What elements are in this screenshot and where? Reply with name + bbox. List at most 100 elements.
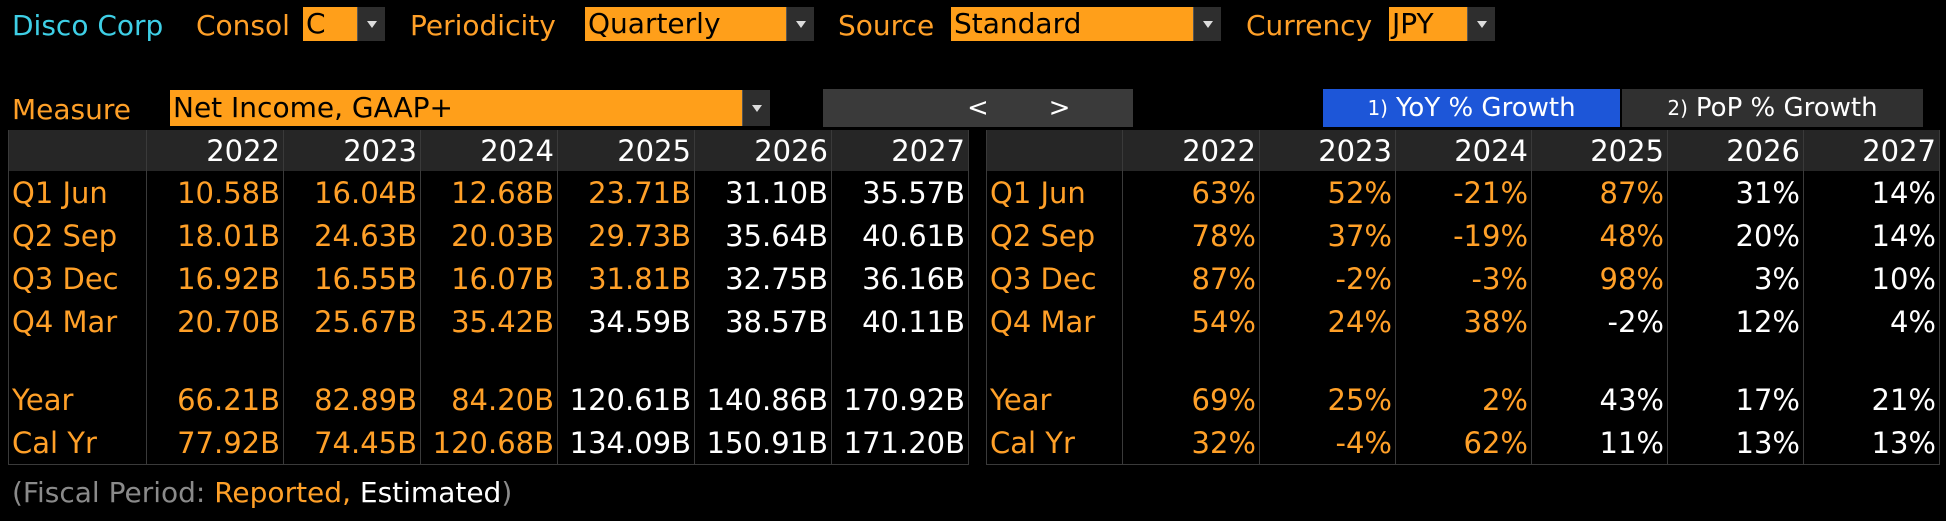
value-cell[interactable]: 35.42B: [420, 300, 558, 343]
consol-field[interactable]: C: [303, 7, 357, 41]
growth-cell[interactable]: 13%: [1803, 421, 1940, 465]
growth-cell[interactable]: 31%: [1667, 171, 1804, 214]
growth-cell[interactable]: 3%: [1667, 257, 1804, 300]
currency-dropdown-button[interactable]: [1467, 7, 1495, 41]
growth-cell[interactable]: 38%: [1395, 300, 1532, 343]
source-dropdown-button[interactable]: [1193, 7, 1221, 41]
growth-cell[interactable]: 98%: [1531, 257, 1668, 300]
growth-cell[interactable]: -19%: [1395, 214, 1532, 257]
growth-cell[interactable]: 24%: [1259, 300, 1396, 343]
value-cell[interactable]: 16.07B: [420, 257, 558, 300]
tab-pop-growth[interactable]: 2) PoP % Growth: [1622, 89, 1923, 127]
growth-cell[interactable]: 2%: [1395, 378, 1532, 421]
growth-cell[interactable]: 10%: [1803, 257, 1940, 300]
growth-cell[interactable]: 78%: [1122, 214, 1260, 257]
consol-dropdown-button[interactable]: [357, 7, 385, 41]
growth-cell[interactable]: 37%: [1259, 214, 1396, 257]
value-cell[interactable]: 40.61B: [831, 214, 969, 257]
table-row[interactable]: Q4 Mar 54% 24% 38% -2% 12% 4%: [986, 300, 1940, 343]
table-row[interactable]: Q4 Mar 20.70B 25.67B 35.42B 34.59B 38.57…: [8, 300, 969, 343]
value-cell[interactable]: 25.67B: [283, 300, 421, 343]
value-cell[interactable]: 74.45B: [283, 421, 421, 465]
growth-cell[interactable]: 13%: [1667, 421, 1804, 465]
measure-field[interactable]: Net Income, GAAP+: [170, 90, 742, 126]
table-row[interactable]: Q3 Dec 16.92B 16.55B 16.07B 31.81B 32.75…: [8, 257, 969, 300]
consol-label: Consol: [196, 4, 290, 46]
growth-cell[interactable]: 4%: [1803, 300, 1940, 343]
value-cell[interactable]: 31.81B: [557, 257, 695, 300]
value-cell[interactable]: 38.57B: [694, 300, 832, 343]
value-cell[interactable]: 12.68B: [420, 171, 558, 214]
growth-cell[interactable]: -3%: [1395, 257, 1532, 300]
value-cell[interactable]: 16.55B: [283, 257, 421, 300]
growth-cell[interactable]: 12%: [1667, 300, 1804, 343]
growth-cell[interactable]: -2%: [1259, 257, 1396, 300]
growth-cell[interactable]: 17%: [1667, 378, 1804, 421]
table-row[interactable]: Cal Yr 77.92B 74.45B 120.68B 134.09B 150…: [8, 421, 969, 465]
growth-cell[interactable]: 21%: [1803, 378, 1940, 421]
growth-cell[interactable]: 48%: [1531, 214, 1668, 257]
value-cell[interactable]: 134.09B: [557, 421, 695, 465]
value-cell[interactable]: 10.58B: [146, 171, 284, 214]
growth-cell[interactable]: 20%: [1667, 214, 1804, 257]
value-cell[interactable]: 84.20B: [420, 378, 558, 421]
growth-cell[interactable]: 14%: [1803, 171, 1940, 214]
growth-cell[interactable]: 11%: [1531, 421, 1668, 465]
value-cell[interactable]: 150.91B: [694, 421, 832, 465]
value-cell[interactable]: 16.04B: [283, 171, 421, 214]
value-cell[interactable]: 35.64B: [694, 214, 832, 257]
value-cell[interactable]: 23.71B: [557, 171, 695, 214]
value-cell[interactable]: 77.92B: [146, 421, 284, 465]
growth-cell[interactable]: 14%: [1803, 214, 1940, 257]
tab-yoy-growth[interactable]: 1) YoY % Growth: [1323, 89, 1620, 127]
growth-cell[interactable]: 52%: [1259, 171, 1396, 214]
periodicity-field[interactable]: Quarterly: [585, 7, 786, 41]
table-row[interactable]: Q2 Sep 18.01B 24.63B 20.03B 29.73B 35.64…: [8, 214, 969, 257]
value-cell[interactable]: 120.68B: [420, 421, 558, 465]
table-row[interactable]: Q2 Sep 78% 37% -19% 48% 20% 14%: [986, 214, 1940, 257]
table-row[interactable]: Q3 Dec 87% -2% -3% 98% 3% 10%: [986, 257, 1940, 300]
growth-cell[interactable]: 25%: [1259, 378, 1396, 421]
growth-cell[interactable]: -2%: [1531, 300, 1668, 343]
value-cell[interactable]: 20.70B: [146, 300, 284, 343]
growth-cell[interactable]: -4%: [1259, 421, 1396, 465]
value-cell[interactable]: 31.10B: [694, 171, 832, 214]
table-row[interactable]: Q1 Jun 63% 52% -21% 87% 31% 14%: [986, 171, 1940, 214]
source-field[interactable]: Standard: [951, 7, 1193, 41]
value-cell[interactable]: 171.20B: [831, 421, 969, 465]
measure-dropdown-button[interactable]: [742, 90, 770, 126]
growth-cell[interactable]: 54%: [1122, 300, 1260, 343]
table-row[interactable]: Year 69% 25% 2% 43% 17% 21%: [986, 378, 1940, 421]
value-cell[interactable]: 32.75B: [694, 257, 832, 300]
table-row[interactable]: Q1 Jun 10.58B 16.04B 12.68B 23.71B 31.10…: [8, 171, 969, 214]
value-cell[interactable]: 40.11B: [831, 300, 969, 343]
value-cell[interactable]: 24.63B: [283, 214, 421, 257]
table-row[interactable]: Year 66.21B 82.89B 84.20B 120.61B 140.86…: [8, 378, 969, 421]
value-cell[interactable]: 20.03B: [420, 214, 558, 257]
value-cell[interactable]: 36.16B: [831, 257, 969, 300]
value-cell[interactable]: 120.61B: [557, 378, 695, 421]
periodicity-dropdown-button[interactable]: [786, 7, 814, 41]
growth-cell[interactable]: 63%: [1122, 171, 1260, 214]
growth-cell[interactable]: 87%: [1122, 257, 1260, 300]
spacer-cell: [1667, 343, 1804, 378]
growth-cell[interactable]: 62%: [1395, 421, 1532, 465]
growth-cell[interactable]: 32%: [1122, 421, 1260, 465]
table-row[interactable]: Cal Yr 32% -4% 62% 11% 13% 13%: [986, 421, 1940, 465]
value-cell[interactable]: 16.92B: [146, 257, 284, 300]
growth-cell[interactable]: 69%: [1122, 378, 1260, 421]
fiscal-period-legend: (Fiscal Period: Reported, Estimated): [12, 476, 512, 509]
next-period-button[interactable]: >: [986, 89, 1133, 127]
growth-cell[interactable]: -21%: [1395, 171, 1532, 214]
value-cell[interactable]: 34.59B: [557, 300, 695, 343]
value-cell[interactable]: 66.21B: [146, 378, 284, 421]
value-cell[interactable]: 82.89B: [283, 378, 421, 421]
value-cell[interactable]: 29.73B: [557, 214, 695, 257]
value-cell[interactable]: 140.86B: [694, 378, 832, 421]
growth-cell[interactable]: 87%: [1531, 171, 1668, 214]
currency-field[interactable]: JPY: [1389, 7, 1467, 41]
value-cell[interactable]: 170.92B: [831, 378, 969, 421]
growth-cell[interactable]: 43%: [1531, 378, 1668, 421]
value-cell[interactable]: 18.01B: [146, 214, 284, 257]
value-cell[interactable]: 35.57B: [831, 171, 969, 214]
